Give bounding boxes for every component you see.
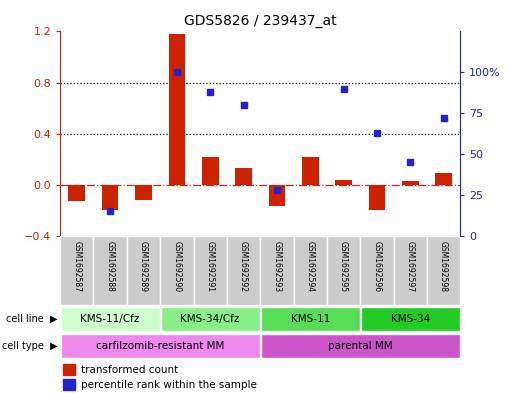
Text: GSM1692597: GSM1692597	[406, 241, 415, 292]
Bar	[63, 379, 75, 390]
Text: cell type  ▶: cell type ▶	[2, 341, 58, 351]
Text: carfilzomib-resistant MM: carfilzomib-resistant MM	[96, 341, 224, 351]
FancyBboxPatch shape	[161, 307, 259, 331]
Bar	[302, 156, 319, 185]
Bar	[63, 364, 75, 375]
Text: GSM1692598: GSM1692598	[439, 241, 448, 292]
FancyBboxPatch shape	[293, 236, 327, 305]
FancyBboxPatch shape	[361, 307, 460, 331]
Title: GDS5826 / 239437_at: GDS5826 / 239437_at	[184, 14, 336, 28]
FancyBboxPatch shape	[60, 236, 94, 305]
Bar	[235, 168, 252, 185]
Text: KMS-11: KMS-11	[291, 314, 330, 324]
FancyBboxPatch shape	[261, 307, 359, 331]
FancyBboxPatch shape	[127, 236, 160, 305]
Text: KMS-34: KMS-34	[391, 314, 430, 324]
FancyBboxPatch shape	[227, 236, 260, 305]
FancyBboxPatch shape	[360, 236, 394, 305]
Bar	[402, 181, 418, 185]
Bar	[369, 185, 385, 210]
Bar	[102, 185, 119, 210]
Text: GSM1692587: GSM1692587	[72, 241, 81, 292]
FancyBboxPatch shape	[61, 307, 160, 331]
Text: parental MM: parental MM	[328, 341, 393, 351]
Text: GSM1692594: GSM1692594	[306, 241, 315, 292]
Text: transformed count: transformed count	[81, 365, 178, 375]
FancyBboxPatch shape	[61, 334, 259, 358]
Text: cell line  ▶: cell line ▶	[6, 314, 58, 324]
Text: GSM1692588: GSM1692588	[106, 241, 115, 292]
Text: GSM1692593: GSM1692593	[272, 241, 281, 292]
FancyBboxPatch shape	[261, 334, 460, 358]
Bar	[335, 180, 352, 185]
FancyBboxPatch shape	[427, 236, 460, 305]
FancyBboxPatch shape	[327, 236, 360, 305]
Text: percentile rank within the sample: percentile rank within the sample	[81, 380, 257, 390]
Text: GSM1692591: GSM1692591	[206, 241, 214, 292]
FancyBboxPatch shape	[160, 236, 194, 305]
Text: GSM1692592: GSM1692592	[239, 241, 248, 292]
Bar	[435, 173, 452, 185]
Text: GSM1692596: GSM1692596	[372, 241, 381, 292]
Bar	[268, 185, 285, 206]
Bar	[135, 185, 152, 200]
Text: GSM1692590: GSM1692590	[173, 241, 181, 292]
Bar	[168, 34, 185, 185]
Bar	[202, 156, 219, 185]
Text: GSM1692589: GSM1692589	[139, 241, 148, 292]
Text: GSM1692595: GSM1692595	[339, 241, 348, 292]
FancyBboxPatch shape	[394, 236, 427, 305]
FancyBboxPatch shape	[94, 236, 127, 305]
Text: KMS-34/Cfz: KMS-34/Cfz	[180, 314, 240, 324]
FancyBboxPatch shape	[194, 236, 227, 305]
FancyBboxPatch shape	[260, 236, 293, 305]
Bar	[69, 185, 85, 201]
Text: KMS-11/Cfz: KMS-11/Cfz	[81, 314, 140, 324]
